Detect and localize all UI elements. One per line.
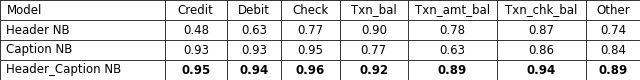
Text: Header_Caption NB: Header_Caption NB	[6, 64, 122, 76]
Text: 0.78: 0.78	[439, 24, 465, 36]
Text: Debit: Debit	[238, 4, 270, 16]
Text: 0.63: 0.63	[439, 44, 465, 56]
Text: Txn_chk_bal: Txn_chk_bal	[506, 4, 578, 16]
Text: 0.93: 0.93	[241, 44, 267, 56]
Text: 0.93: 0.93	[183, 44, 209, 56]
Text: Txn_bal: Txn_bal	[351, 4, 397, 16]
Text: Other: Other	[596, 4, 630, 16]
Text: 0.77: 0.77	[297, 24, 323, 36]
Bar	[0, 20, 640, 40]
Text: Model: Model	[6, 4, 42, 16]
Text: Header NB: Header NB	[6, 24, 70, 36]
Text: 0.90: 0.90	[361, 24, 387, 36]
Text: 0.77: 0.77	[361, 44, 387, 56]
Bar	[0, 40, 640, 60]
Text: 0.95: 0.95	[181, 64, 211, 76]
Text: 0.92: 0.92	[359, 64, 388, 76]
Text: Txn_amt_bal: Txn_amt_bal	[415, 4, 490, 16]
Text: 0.94: 0.94	[239, 64, 268, 76]
Text: 0.74: 0.74	[600, 24, 626, 36]
Text: 0.96: 0.96	[296, 64, 325, 76]
Text: Check: Check	[292, 4, 328, 16]
Text: 0.86: 0.86	[529, 44, 555, 56]
Text: 0.89: 0.89	[598, 64, 628, 76]
Text: 0.89: 0.89	[438, 64, 467, 76]
Text: Credit: Credit	[178, 4, 214, 16]
Text: Caption NB: Caption NB	[6, 44, 73, 56]
Text: 0.87: 0.87	[529, 24, 555, 36]
Text: 0.84: 0.84	[600, 44, 626, 56]
Bar	[0, 60, 640, 80]
Text: 0.63: 0.63	[241, 24, 267, 36]
Bar	[0, 0, 640, 20]
Text: 0.95: 0.95	[298, 44, 323, 56]
Text: 0.48: 0.48	[183, 24, 209, 36]
Text: 0.94: 0.94	[527, 64, 556, 76]
